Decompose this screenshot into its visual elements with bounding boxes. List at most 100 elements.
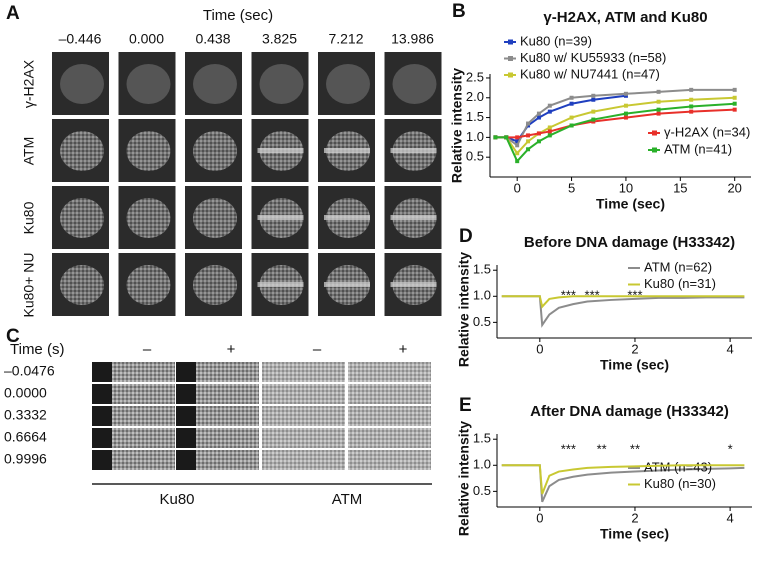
point bbox=[656, 99, 661, 104]
cell bbox=[126, 198, 171, 238]
micrograph bbox=[262, 362, 345, 382]
legend-label: ATM (n=41) bbox=[664, 141, 732, 156]
significance: *** bbox=[585, 287, 600, 302]
y-tick-label: 2.0 bbox=[466, 89, 484, 104]
cell bbox=[126, 64, 171, 104]
point bbox=[515, 143, 520, 148]
damage-stripe bbox=[324, 215, 370, 220]
damage-stripe bbox=[324, 282, 370, 287]
cell bbox=[60, 131, 104, 171]
shadow bbox=[176, 450, 196, 470]
micrograph bbox=[92, 384, 175, 404]
series-line bbox=[501, 295, 745, 309]
cell bbox=[193, 265, 237, 305]
shadow bbox=[176, 384, 196, 404]
point bbox=[623, 111, 628, 116]
damage-stripe bbox=[257, 282, 304, 287]
significance: *** bbox=[627, 287, 642, 302]
point bbox=[689, 87, 694, 92]
micrograph bbox=[262, 384, 345, 404]
shadow bbox=[92, 362, 112, 382]
point bbox=[591, 97, 596, 102]
y-tick-label: 2.5 bbox=[466, 69, 484, 84]
x-tick-label: 0 bbox=[536, 510, 543, 525]
legend-label: Ku80 w/ KU55933 (n=58) bbox=[520, 50, 666, 65]
x-tick-label: 10 bbox=[619, 180, 633, 195]
x-axis-title: Time (sec) bbox=[596, 196, 665, 212]
row-label: 0.3332 bbox=[4, 407, 47, 423]
shadow bbox=[92, 428, 112, 448]
row-label: 0.9996 bbox=[4, 451, 47, 467]
legend-label: Ku80 w/ NU7441 (n=47) bbox=[520, 66, 660, 81]
cell bbox=[60, 198, 104, 238]
point bbox=[656, 107, 661, 112]
time-label: 0.438 bbox=[195, 31, 230, 47]
row-label: –0.0476 bbox=[4, 363, 55, 379]
point bbox=[526, 139, 531, 144]
significance: *** bbox=[561, 287, 576, 302]
column-label: + bbox=[227, 341, 236, 358]
micrograph bbox=[262, 406, 345, 426]
micrograph bbox=[92, 450, 175, 470]
damage-stripe bbox=[390, 282, 437, 287]
point bbox=[732, 87, 737, 92]
point bbox=[547, 109, 552, 114]
micrograph bbox=[176, 362, 259, 382]
significance: ** bbox=[630, 441, 640, 456]
micrograph bbox=[176, 428, 259, 448]
significance: *** bbox=[561, 441, 576, 456]
point bbox=[526, 121, 531, 126]
point bbox=[689, 97, 694, 102]
panel-label: C bbox=[6, 326, 20, 347]
y-tick-label: 0.5 bbox=[473, 314, 491, 329]
damage-stripe bbox=[257, 148, 304, 153]
damage-stripe bbox=[257, 215, 304, 220]
cell bbox=[60, 265, 104, 305]
legend-marker bbox=[508, 56, 513, 61]
cell bbox=[326, 64, 370, 104]
point bbox=[504, 135, 509, 140]
y-tick-label: 0.5 bbox=[466, 149, 484, 164]
cell bbox=[193, 131, 237, 171]
shadow bbox=[92, 384, 112, 404]
x-tick-label: 0 bbox=[536, 341, 543, 356]
point bbox=[591, 117, 596, 122]
micrograph bbox=[348, 384, 431, 404]
damage-stripe bbox=[390, 148, 437, 153]
chart-title: After DNA damage (H33342) bbox=[530, 403, 729, 420]
x-tick-label: 20 bbox=[727, 180, 741, 195]
point bbox=[732, 107, 737, 112]
row-label: Ku80+ NU bbox=[21, 253, 37, 318]
y-tick-label: 1.0 bbox=[466, 129, 484, 144]
micrograph bbox=[348, 450, 431, 470]
micrograph bbox=[262, 428, 345, 448]
shadow bbox=[92, 406, 112, 426]
x-axis-title: Time (sec) bbox=[600, 357, 669, 373]
point bbox=[623, 103, 628, 108]
legend-marker bbox=[508, 72, 513, 78]
point bbox=[732, 95, 737, 100]
point bbox=[547, 125, 552, 130]
micrograph bbox=[176, 450, 259, 470]
y-axis-title: Relative intensity bbox=[449, 68, 465, 183]
point bbox=[515, 159, 520, 164]
series-line bbox=[495, 96, 735, 155]
point bbox=[515, 139, 520, 144]
legend-label: ATM (n=62) bbox=[644, 259, 712, 274]
micrograph bbox=[176, 384, 259, 404]
shadow bbox=[176, 362, 196, 382]
time-label: 3.825 bbox=[262, 31, 297, 47]
row-label: 0.6664 bbox=[4, 429, 47, 445]
x-tick-label: 0 bbox=[514, 180, 521, 195]
y-axis-title: Relative intensity bbox=[456, 252, 472, 367]
cell bbox=[193, 64, 237, 104]
point bbox=[569, 115, 574, 120]
column-label: – bbox=[313, 341, 322, 358]
cell bbox=[126, 131, 171, 171]
point bbox=[536, 131, 541, 136]
micrograph bbox=[92, 362, 175, 382]
legend-label: γ-H2AX (n=34) bbox=[664, 124, 750, 139]
series-line bbox=[501, 464, 745, 495]
cell bbox=[60, 64, 104, 104]
shadow bbox=[176, 428, 196, 448]
